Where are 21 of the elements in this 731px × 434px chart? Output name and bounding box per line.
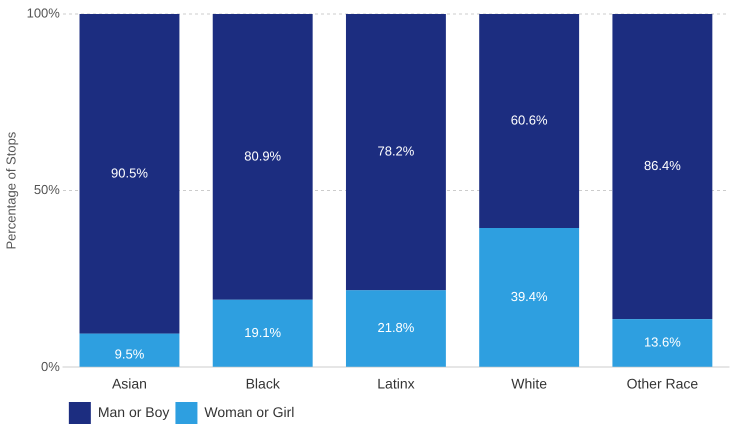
data-label: 21.8%: [377, 320, 415, 336]
data-label: 80.9%: [244, 148, 282, 164]
y-tick-label: 50%: [34, 182, 60, 198]
x-tick-label: Latinx: [377, 375, 415, 392]
data-label: 39.4%: [510, 288, 548, 304]
data-label: 60.6%: [510, 112, 548, 128]
y-tick-label: 100%: [26, 6, 60, 21]
data-label: 13.6%: [644, 334, 682, 350]
x-tick-label: Asian: [112, 375, 147, 392]
data-label: 86.4%: [644, 158, 682, 174]
x-tick-label: Black: [246, 375, 281, 392]
x-tick-label: White: [511, 375, 548, 392]
data-label: 90.5%: [111, 165, 148, 180]
x-tick-label: Other Race: [626, 375, 698, 392]
data-label: 19.1%: [244, 324, 282, 340]
legend-label: Woman or Girl: [204, 404, 294, 420]
data-label: 78.2%: [377, 144, 415, 159]
legend-label: Man or Boy: [98, 404, 170, 420]
data-label: 9.5%: [114, 346, 145, 362]
y-tick-label: 0%: [41, 358, 60, 374]
y-axis-title: Percentage of Stops: [3, 131, 18, 250]
